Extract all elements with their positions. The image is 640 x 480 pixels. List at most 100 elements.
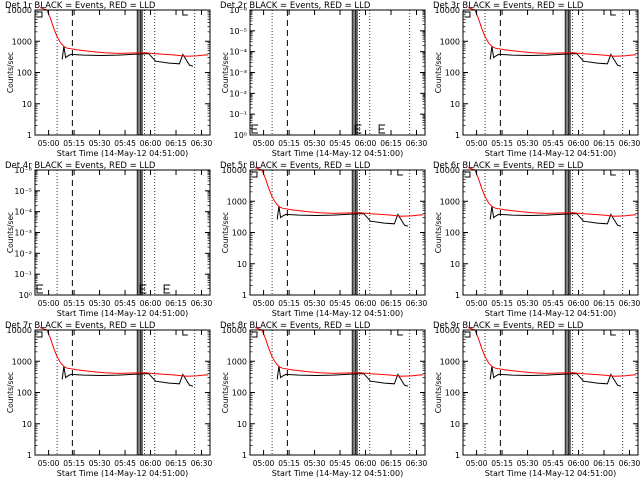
y-tick-label: 1000 (440, 197, 460, 206)
lld-series-line (467, 7, 637, 57)
y-tick-label: 10 (450, 100, 460, 109)
y-axis-label: Counts/sec (6, 52, 15, 93)
x-tick-label: 05:00 (38, 459, 60, 468)
y-tick-label: 10⁻⁴ (14, 208, 32, 217)
y-axis-label: Counts/sec (6, 212, 15, 253)
detector-panel-4: Det 4r BLACK = Events, RED = LLD 10⁰ 10⁻¹ 1… (5, 161, 213, 318)
detector-panel-6: Det 6r BLACK = Events, RED = LLD 1 10 100 10… (433, 161, 640, 318)
y-tick-label: 10⁰ (234, 131, 247, 140)
lld-series-line (254, 167, 424, 217)
detector-panel-2: Det 2r BLACK = Events, RED = LLD 10⁰ 10⁻¹ 1… (220, 1, 428, 158)
panel-title: Det 4r BLACK = Events, RED = LLD (5, 161, 156, 171)
detector-panel-8: Det 8r BLACK = Events, RED = LLD 1 10 100 10… (220, 321, 428, 478)
x-axis-label: Start Time (14-May-12 04:51:00) (272, 309, 403, 318)
x-tick-label: 06:15 (380, 459, 402, 468)
x-tick-label: 05:15 (63, 299, 85, 308)
y-tick-label: 10 (450, 260, 460, 269)
flag-marker (37, 11, 43, 18)
y-tick-label: 1000 (227, 357, 247, 366)
y-tick-label: 1 (455, 131, 460, 140)
x-tick-label: 05:15 (278, 459, 300, 468)
y-tick-label: 10000 (435, 326, 460, 335)
x-tick-label: 06:00 (355, 299, 377, 308)
x-tick-label: 05:30 (89, 139, 111, 148)
flag-marker (610, 330, 616, 336)
flag-marker (465, 331, 471, 338)
x-tick-label: 05:30 (304, 459, 326, 468)
lld-series-line (39, 7, 209, 57)
x-tick-label: 05:15 (491, 459, 513, 468)
y-tick-label: 1 (455, 451, 460, 460)
x-tick-label: 05:00 (253, 459, 275, 468)
y-tick-label: 10⁻⁶ (14, 166, 32, 175)
x-tick-label: 05:45 (542, 299, 564, 308)
events-series-line (61, 46, 194, 67)
x-tick-label: 05:45 (329, 459, 351, 468)
x-axis-label: Start Time (14-May-12 04:51:00) (57, 309, 188, 318)
x-tick-label: 05:30 (517, 299, 539, 308)
flag-marker (182, 330, 188, 336)
x-axis-label: Start Time (14-May-12 04:51:00) (272, 469, 403, 478)
events-series-line (276, 366, 409, 387)
y-tick-label: 1000 (440, 357, 460, 366)
y-tick-label: 10⁻⁵ (14, 187, 32, 196)
y-axis-label: Counts/sec (6, 372, 15, 413)
x-tick-label: 06:30 (619, 299, 640, 308)
flag-marker (378, 124, 386, 134)
panel-title: Det 2r BLACK = Events, RED = LLD (220, 1, 371, 11)
x-tick-label: 06:00 (568, 459, 590, 468)
flag-marker (397, 170, 403, 176)
x-tick-label: 05:00 (253, 139, 275, 148)
x-tick-label: 06:30 (191, 139, 213, 148)
y-tick-label: 1000 (12, 357, 32, 366)
x-tick-label: 06:30 (191, 459, 213, 468)
flag-marker (252, 171, 258, 178)
y-tick-label: 10 (237, 260, 247, 269)
y-tick-label: 100 (232, 389, 247, 398)
lld-series-line (39, 327, 209, 377)
x-tick-label: 05:15 (278, 139, 300, 148)
y-tick-label: 1 (27, 451, 32, 460)
x-axis-label: Start Time (14-May-12 04:51:00) (485, 309, 616, 318)
flag-marker (610, 10, 616, 16)
x-tick-label: 06:15 (593, 459, 615, 468)
y-tick-label: 10000 (435, 166, 460, 175)
y-tick-label: 10⁻² (14, 249, 32, 258)
flag-marker (354, 124, 362, 134)
y-tick-label: 1 (242, 451, 247, 460)
panel-title: Det 8r BLACK = Events, RED = LLD (220, 321, 371, 331)
x-tick-label: 06:30 (406, 299, 428, 308)
events-series-line (489, 366, 622, 387)
x-tick-label: 05:45 (329, 299, 351, 308)
x-tick-label: 05:30 (517, 459, 539, 468)
y-tick-label: 10 (22, 100, 32, 109)
x-tick-label: 05:15 (278, 299, 300, 308)
y-tick-label: 1 (27, 131, 32, 140)
x-tick-label: 05:00 (466, 459, 488, 468)
y-tick-label: 100 (445, 389, 460, 398)
x-tick-label: 06:00 (568, 139, 590, 148)
y-tick-label: 100 (232, 229, 247, 238)
flag-marker (252, 331, 258, 338)
panel-title: Det 3r BLACK = Events, RED = LLD (433, 1, 584, 11)
y-tick-label: 10⁻³ (14, 229, 32, 238)
x-axis-label: Start Time (14-May-12 04:51:00) (57, 149, 188, 158)
y-tick-label: 10000 (222, 326, 247, 335)
x-axis-label: Start Time (14-May-12 04:51:00) (485, 469, 616, 478)
detector-panel-1: Det 1r BLACK = Events, RED = LLD 1 10 100 10… (5, 1, 213, 158)
x-tick-label: 06:00 (140, 459, 162, 468)
y-tick-label: 10000 (7, 326, 32, 335)
y-tick-label: 10⁻¹ (14, 270, 32, 279)
flag-marker (37, 331, 43, 338)
panel-title: Det 1r BLACK = Events, RED = LLD (5, 1, 156, 11)
flag-marker (182, 10, 188, 16)
y-axis-label: Counts/sec (221, 372, 230, 413)
events-series-line (489, 46, 622, 67)
x-axis-label: Start Time (14-May-12 04:51:00) (272, 149, 403, 158)
x-tick-label: 06:15 (165, 459, 187, 468)
x-tick-label: 06:00 (568, 299, 590, 308)
y-tick-label: 100 (17, 69, 32, 78)
x-tick-label: 06:30 (619, 459, 640, 468)
y-tick-label: 1 (455, 291, 460, 300)
